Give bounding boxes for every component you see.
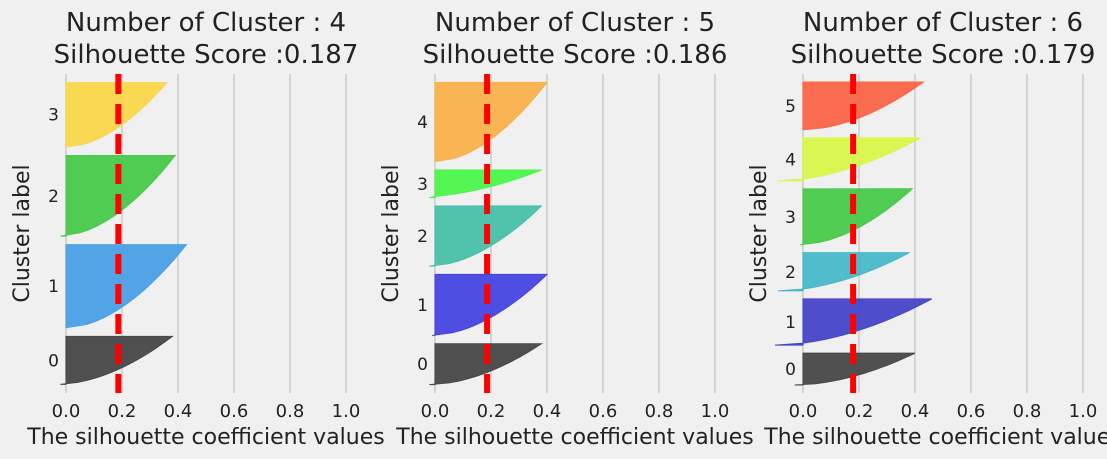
cluster-blade-5 — [802, 81, 925, 131]
cluster-label-5: 5 — [785, 97, 796, 117]
x-tick-label: 0.6 — [957, 401, 986, 422]
cluster-label-0: 0 — [417, 355, 428, 375]
cluster-blade-0 — [429, 343, 544, 386]
cluster-label-3: 3 — [785, 208, 796, 228]
y-axis-label: Cluster label — [747, 164, 772, 302]
cluster-label-2: 2 — [48, 187, 59, 207]
x-tick-label: 0.4 — [164, 401, 193, 422]
cluster-blade-3 — [800, 188, 914, 246]
chart-subtitle: Silhouette Score :0.179 — [791, 40, 1096, 70]
x-tick-label: 0.6 — [220, 401, 249, 422]
chart-subtitle: Silhouette Score :0.187 — [54, 40, 359, 70]
cluster-label-2: 2 — [417, 227, 428, 247]
x-tick-label: 1.0 — [701, 401, 730, 422]
x-tick-label: 0.0 — [52, 401, 81, 422]
x-tick-label: 0.2 — [477, 401, 506, 422]
cluster-label-4: 4 — [785, 150, 796, 170]
x-tick-label: 0.0 — [789, 401, 818, 422]
chart-title: Number of Cluster : 6 — [803, 8, 1083, 38]
cluster-blade-1 — [432, 273, 549, 336]
cluster-label-2: 2 — [785, 263, 796, 283]
y-axis-label: Cluster label — [10, 164, 35, 302]
cluster-blade-4 — [777, 137, 921, 182]
x-tick-label: 0.4 — [533, 401, 562, 422]
cluster-label-3: 3 — [48, 106, 59, 126]
cluster-blade-4 — [434, 81, 549, 163]
cluster-label-0: 0 — [785, 360, 796, 380]
cluster-label-1: 1 — [785, 313, 796, 333]
x-tick-label: 0.2 — [845, 401, 874, 422]
chart-panel-3: 0 1 2 3 4 5 0.0 0.2 0.4 0.6 0.8 1.0 Number of Cluste… — [747, 8, 1107, 450]
x-tick-label: 0.6 — [589, 401, 618, 422]
x-tick-label: 0.0 — [421, 401, 450, 422]
cluster-blade-1 — [65, 244, 188, 329]
y-axis-label: Cluster label — [379, 164, 404, 302]
x-tick-label: 1.0 — [332, 401, 361, 422]
x-tick-label: 0.8 — [276, 401, 305, 422]
cluster-label-1: 1 — [48, 277, 59, 297]
x-tick-label: 0.8 — [1013, 401, 1042, 422]
cluster-label-3: 3 — [417, 175, 428, 195]
chart-subtitle: Silhouette Score :0.186 — [423, 40, 728, 70]
x-axis-label: The silhouette coefficient values — [395, 425, 753, 450]
chart-title: Number of Cluster : 5 — [435, 8, 715, 38]
cluster-label-0: 0 — [48, 351, 59, 371]
x-tick-label: 0.4 — [901, 401, 930, 422]
chart-panel-2: 0 1 2 3 4 0.0 0.2 0.4 0.6 0.8 1.0 Number of Cluster… — [379, 8, 754, 450]
cluster-label-1: 1 — [417, 296, 428, 316]
x-axis-label: The silhouette coefficient values — [26, 425, 384, 450]
cluster-label-4: 4 — [417, 113, 428, 133]
chart-panel-1: 0 1 2 3 0.0 0.2 0.4 0.6 0.8 1.0 Number of Cluster … — [10, 8, 385, 450]
x-tick-label: 0.2 — [108, 401, 137, 422]
cluster-blade-0 — [794, 352, 916, 386]
cluster-blade-2 — [777, 252, 910, 292]
chart-title: Number of Cluster : 4 — [66, 8, 346, 38]
x-axis-label: The silhouette coefficient values — [763, 425, 1107, 450]
x-tick-label: 1.0 — [1069, 401, 1098, 422]
x-tick-label: 0.8 — [645, 401, 674, 422]
